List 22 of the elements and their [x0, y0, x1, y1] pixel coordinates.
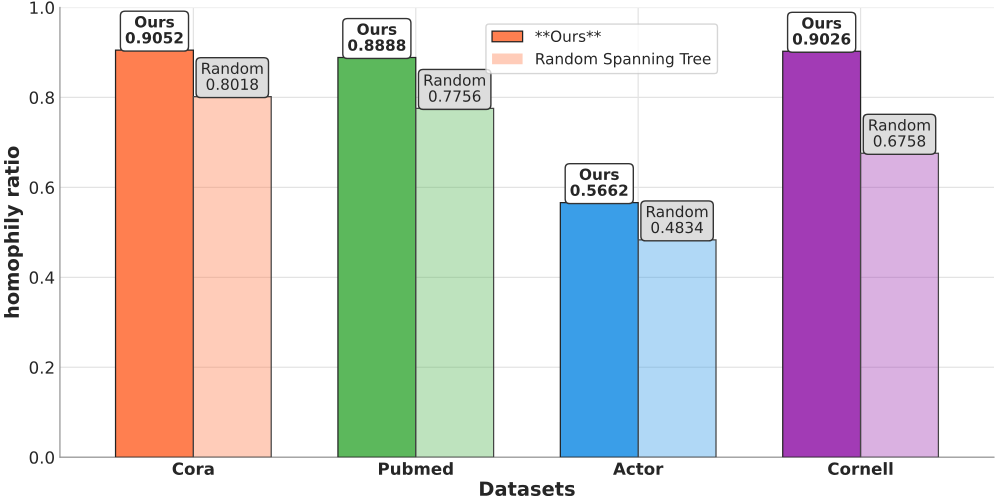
x-tick-label: Actor	[613, 462, 664, 475]
x-tick-label: Cornell	[828, 462, 892, 475]
y-tick-label: 1.0	[30, 1, 54, 14]
y-tick-label: 0.4	[30, 271, 54, 284]
y-tick-label: 0.8	[30, 91, 54, 104]
data-label: Random 0.6758	[869, 118, 930, 147]
legend-label: **Ours**	[535, 30, 601, 42]
data-label: Random 0.8018	[202, 62, 263, 90]
data-label: Random 0.4834	[646, 205, 708, 234]
data-label: Ours 0.5662	[570, 168, 628, 196]
data-label: Ours 0.8888	[348, 23, 406, 51]
x-tick-label: Cora	[172, 462, 214, 475]
legend-label: Random Spanning Tree	[536, 52, 711, 68]
y-tick-label: 0.0	[30, 451, 54, 464]
y-axis-title: homophily ratio	[4, 146, 24, 318]
data-label: Ours 0.9052	[126, 16, 183, 44]
y-tick-label: 0.2	[30, 361, 54, 374]
data-label: Ours 0.9026	[792, 17, 850, 45]
x-axis-title: Datasets	[480, 482, 575, 496]
data-label: Random 0.7756	[424, 74, 486, 102]
y-tick-label: 0.6	[30, 181, 54, 194]
x-tick-label: Pubmed	[379, 462, 453, 475]
